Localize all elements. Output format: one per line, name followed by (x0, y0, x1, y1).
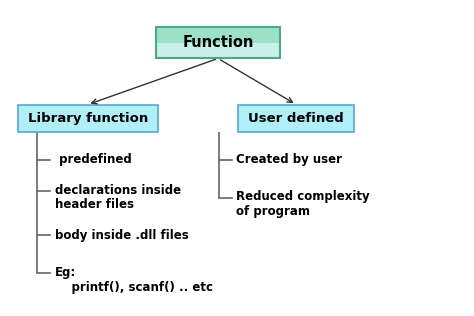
Text: User defined: User defined (248, 112, 344, 125)
Text: Reduced complexity
of program: Reduced complexity of program (236, 190, 370, 218)
Text: predefined: predefined (55, 153, 131, 166)
FancyBboxPatch shape (238, 105, 354, 132)
Text: Eg:
    printf(), scanf() .. etc: Eg: printf(), scanf() .. etc (55, 266, 212, 294)
FancyBboxPatch shape (156, 27, 280, 43)
Text: Created by user: Created by user (236, 153, 342, 166)
FancyBboxPatch shape (156, 43, 280, 58)
Text: body inside .dll files: body inside .dll files (55, 229, 188, 242)
Text: Function: Function (182, 35, 254, 50)
Text: declarations inside
header files: declarations inside header files (55, 184, 181, 211)
Text: Library function: Library function (27, 112, 148, 125)
FancyBboxPatch shape (18, 105, 157, 132)
